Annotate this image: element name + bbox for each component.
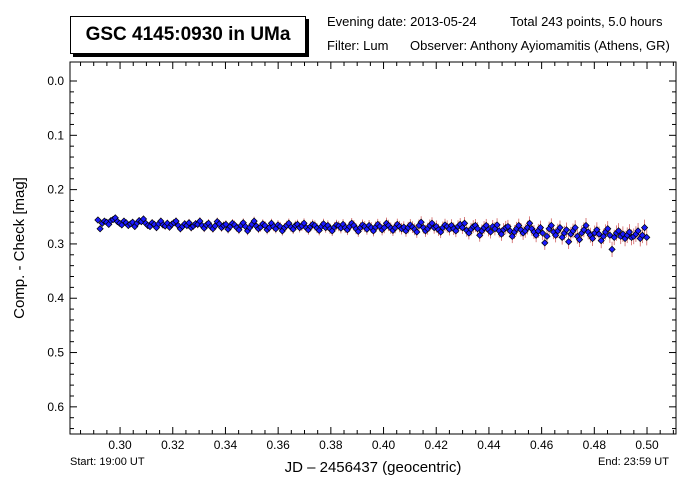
y-tick-label: 0.5	[47, 346, 64, 360]
y-tick-label: 0.4	[47, 291, 64, 305]
data-point	[634, 227, 642, 235]
start-time: Start: 19:00 UT	[70, 456, 145, 468]
data-point	[185, 219, 193, 227]
data-point	[575, 235, 584, 244]
observer-label: Observer: Anthony Ayiomamitis (Athens, G…	[410, 38, 670, 53]
data-point	[493, 221, 501, 229]
x-tick-label: 0.32	[161, 438, 185, 452]
y-tick-label: 0.0	[47, 74, 64, 88]
data-point	[640, 224, 649, 232]
data-point	[250, 217, 258, 225]
plot-frame	[69, 61, 677, 435]
x-tick-label: 0.46	[530, 438, 554, 452]
end-time: End: 23:59 UT	[598, 456, 669, 468]
data-point	[536, 224, 545, 232]
x-tick-label: 0.42	[425, 438, 449, 452]
total-points: Total 243 points, 5.0 hours	[510, 14, 663, 29]
data-point	[604, 225, 612, 233]
data-point	[547, 221, 555, 230]
data-point	[608, 245, 616, 253]
x-tick-label: 0.30	[108, 438, 132, 452]
x-tick-label: 0.48	[583, 438, 607, 452]
y-tick-label: 0.3	[47, 237, 64, 251]
data-point	[588, 234, 597, 243]
data-point	[539, 229, 547, 237]
data-point	[625, 228, 634, 236]
data-points	[94, 214, 651, 253]
data-point	[565, 238, 573, 246]
data-point	[614, 227, 623, 235]
x-tick-label: 0.40	[372, 438, 396, 452]
data-point	[417, 218, 425, 226]
y-tick-label: 0.1	[47, 128, 64, 142]
x-tick-label: 0.36	[266, 438, 290, 452]
evening-date: Evening date: 2013-05-24	[327, 14, 477, 29]
filter-label: Filter: Lum	[327, 38, 389, 53]
y-tick-label: 0.6	[47, 400, 64, 414]
x-axis-ticks: 0.30 0.32 0.34 0.36 0.38 0.40 0.42 0.44 0.46 0.48…	[80, 62, 674, 452]
y-tick-label: 0.2	[47, 183, 64, 197]
x-tick-label: 0.38	[319, 438, 343, 452]
data-point	[486, 228, 495, 236]
data-point	[556, 224, 564, 232]
data-point	[460, 219, 469, 227]
data-point	[571, 224, 579, 232]
data-point	[562, 226, 571, 234]
data-point	[543, 232, 551, 240]
x-tick-label: 0.50	[635, 438, 659, 452]
y-axis-label: Comp. - Check [mag]	[11, 177, 28, 319]
chart-title: GSC 4145:0930 in UMa	[70, 16, 306, 54]
data-point	[582, 221, 590, 230]
data-point	[96, 225, 104, 233]
data-point	[413, 228, 421, 236]
data-point	[526, 219, 534, 227]
data-point	[541, 239, 549, 247]
x-tick-label: 0.44	[477, 438, 501, 452]
y-axis-ticks: 0.0 0.1 0.2 0.3 0.4 0.5 0.6	[47, 74, 676, 430]
x-tick-label: 0.34	[214, 438, 238, 452]
data-point	[94, 216, 102, 224]
x-axis-label: JD – 2456437 (geocentric)	[285, 459, 462, 476]
data-point	[643, 233, 651, 242]
